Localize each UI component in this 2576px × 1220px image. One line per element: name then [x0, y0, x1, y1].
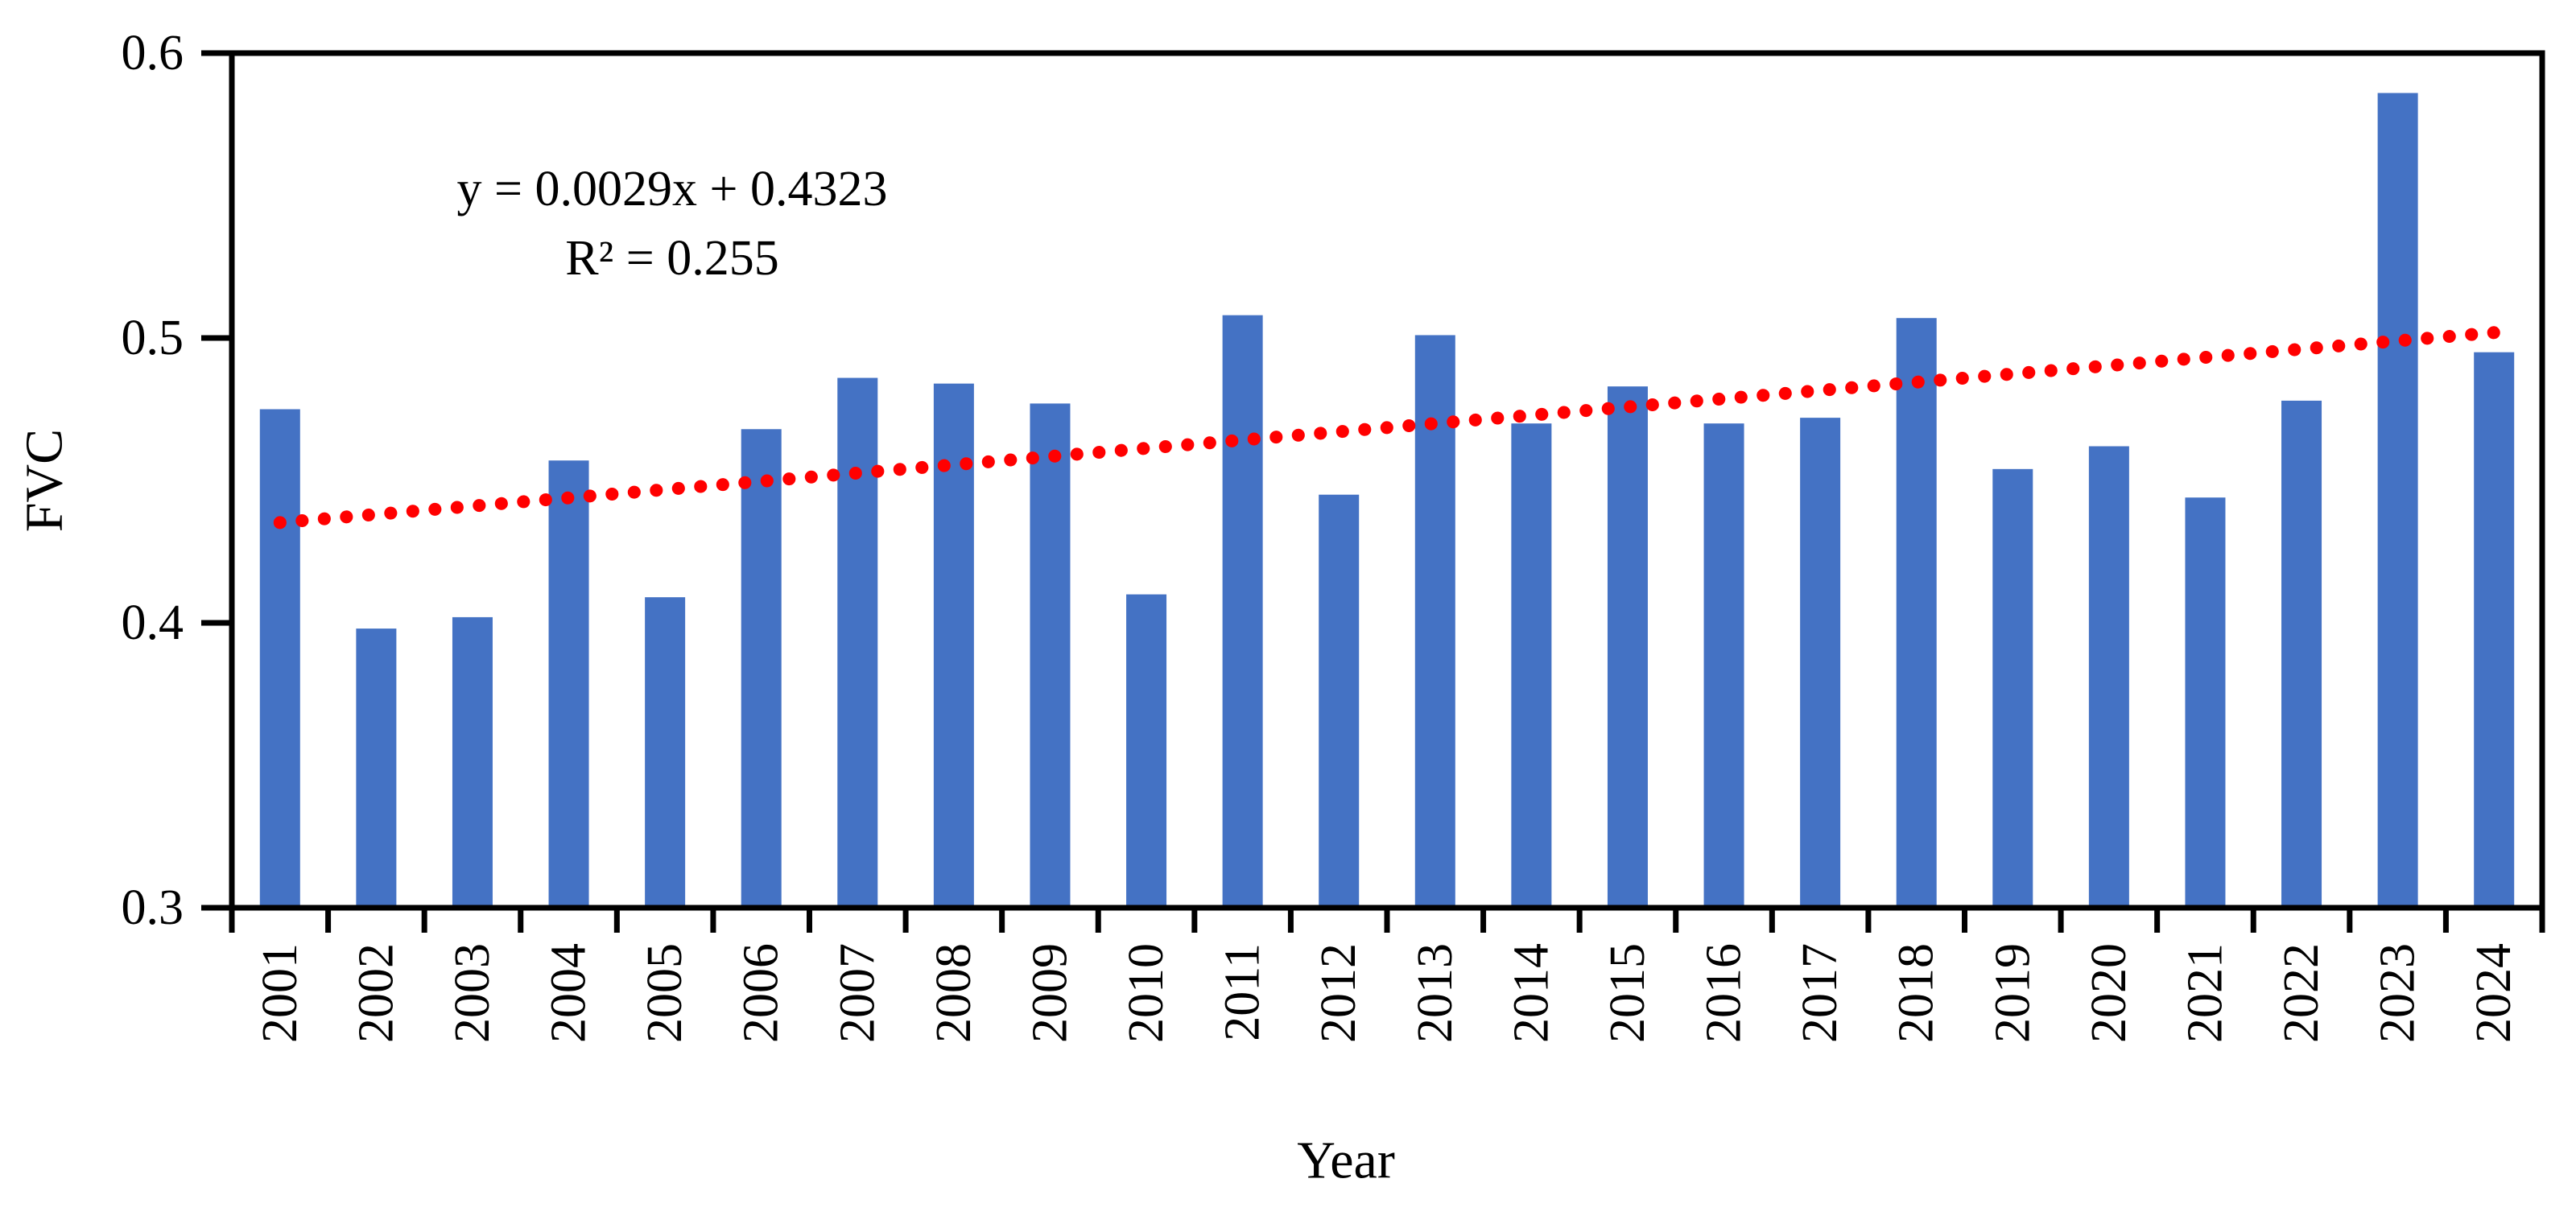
- bar-2006: [741, 429, 782, 908]
- bar-2014: [1511, 423, 1552, 908]
- r-squared-text: R² = 0.255: [565, 231, 779, 286]
- x-tick-label-2009: 2009: [1022, 943, 1077, 1043]
- x-tick-label-2008: 2008: [927, 943, 981, 1043]
- x-tick-label-2011: 2011: [1216, 943, 1270, 1041]
- x-tick-label-2007: 2007: [830, 943, 885, 1043]
- bar-2010: [1126, 594, 1167, 908]
- x-tick-label-2021: 2021: [2178, 943, 2232, 1043]
- y-axis-title: FVC: [15, 429, 74, 532]
- bar-2005: [645, 597, 686, 908]
- x-tick-label-2022: 2022: [2274, 943, 2329, 1043]
- bar-2009: [1030, 403, 1071, 908]
- bar-2024: [2474, 352, 2515, 908]
- trendline-annotation: y = 0.0029x + 0.4323 R² = 0.255: [346, 155, 998, 293]
- y-tick-label-0.3: 0.3: [122, 880, 184, 935]
- bar-2004: [548, 460, 589, 908]
- y-tick-label-0.5: 0.5: [122, 311, 184, 365]
- y-tick-label-0.6: 0.6: [122, 26, 184, 80]
- x-tick-label-2018: 2018: [1889, 943, 1944, 1043]
- x-tick-label-2002: 2002: [349, 943, 403, 1043]
- bar-2013: [1414, 335, 1455, 909]
- bar-2007: [837, 377, 878, 908]
- x-tick-label-2013: 2013: [1408, 943, 1463, 1043]
- bar-2021: [2185, 497, 2226, 908]
- bar-2015: [1607, 386, 1648, 908]
- x-tick-label-2010: 2010: [1119, 943, 1174, 1043]
- y-tick-label-0.4: 0.4: [122, 596, 184, 650]
- x-tick-label-2020: 2020: [2082, 943, 2136, 1043]
- x-tick-label-2005: 2005: [638, 943, 692, 1043]
- x-axis-title: Year: [1297, 1131, 1395, 1190]
- trendline-dotted: [273, 326, 2501, 530]
- x-tick-label-2006: 2006: [734, 943, 789, 1043]
- x-tick-label-2023: 2023: [2371, 943, 2425, 1043]
- x-tick-label-2017: 2017: [1793, 943, 1847, 1043]
- x-tick-label-2024: 2024: [2467, 943, 2521, 1043]
- x-tick-label-2014: 2014: [1504, 943, 1558, 1043]
- bar-2012: [1319, 494, 1360, 908]
- bar-2008: [933, 383, 974, 908]
- x-tick-label-2012: 2012: [1311, 943, 1366, 1043]
- x-tick-label-2019: 2019: [1985, 943, 2040, 1043]
- x-tick-label-2001: 2001: [253, 943, 308, 1043]
- bar-2019: [1992, 468, 2033, 908]
- bar-2018: [1896, 318, 1937, 909]
- bar-2001: [259, 409, 300, 908]
- bar-2022: [2281, 400, 2322, 908]
- bar-2003: [452, 616, 493, 908]
- x-tick-label-2003: 2003: [445, 943, 500, 1043]
- bar-2011: [1222, 315, 1263, 908]
- bar-2017: [1800, 418, 1841, 908]
- trendline-equation-text: y = 0.0029x + 0.4323: [456, 162, 888, 216]
- x-tick-label-2015: 2015: [1600, 943, 1655, 1043]
- x-tick-label-2004: 2004: [542, 943, 597, 1043]
- x-tick-label-2016: 2016: [1697, 943, 1752, 1043]
- bar-2002: [356, 629, 397, 908]
- bar-2016: [1703, 423, 1744, 908]
- bar-2023: [2377, 93, 2418, 908]
- bar-2020: [2088, 446, 2129, 908]
